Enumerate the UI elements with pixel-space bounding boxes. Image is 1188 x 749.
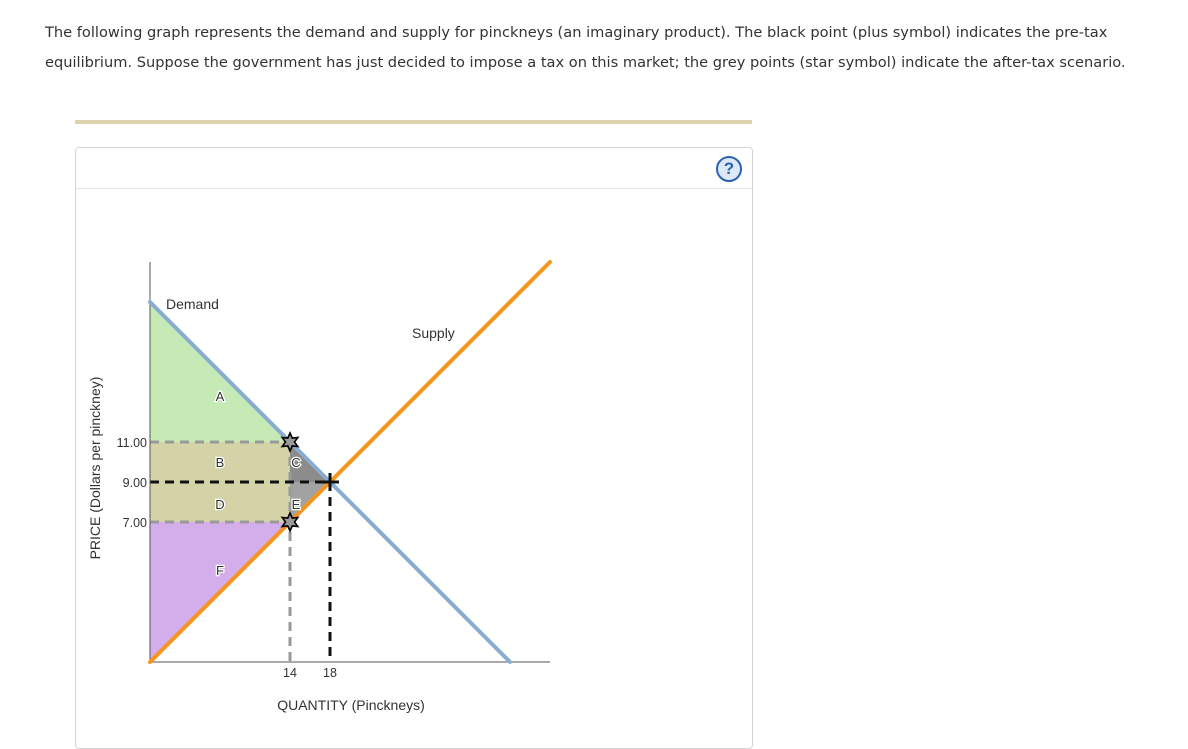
help-icon[interactable]: ? (716, 156, 742, 182)
x-tick-label: 14 (283, 666, 297, 680)
area-b (150, 442, 290, 482)
question-text: The following graph represents the deman… (45, 24, 1126, 71)
x-axis-label: QUANTITY (Pinckneys) (277, 697, 425, 713)
y-tick-label: 11.00 (117, 436, 147, 450)
supply-series-label: Supply (412, 325, 455, 341)
after-tax-point-star (280, 431, 300, 453)
y-tick-label: 9.00 (123, 476, 147, 490)
area-label-d: D (215, 497, 224, 512)
supply-curve (148, 260, 552, 664)
area-label-a: A (216, 389, 225, 404)
demand-series-label: Demand (166, 296, 219, 312)
area-d (150, 482, 290, 522)
area-label-c: C (291, 455, 300, 470)
x-tick-label: 18 (323, 666, 337, 680)
after-tax-point-star (280, 511, 300, 533)
supply-demand-chart: 11.00 9.00 7.00 14 18 QUANTITY (Pinckneys) PRI… (87, 260, 552, 713)
area-label-f: F (216, 563, 224, 578)
y-tick-label: 7.00 (123, 516, 147, 530)
y-axis-label: PRICE (Dollars per pinckney) (87, 377, 103, 560)
graph-panel-header: ? (76, 148, 752, 189)
section-divider (75, 120, 752, 124)
area-label-b: B (216, 455, 225, 470)
area-label-e: E (292, 497, 301, 512)
